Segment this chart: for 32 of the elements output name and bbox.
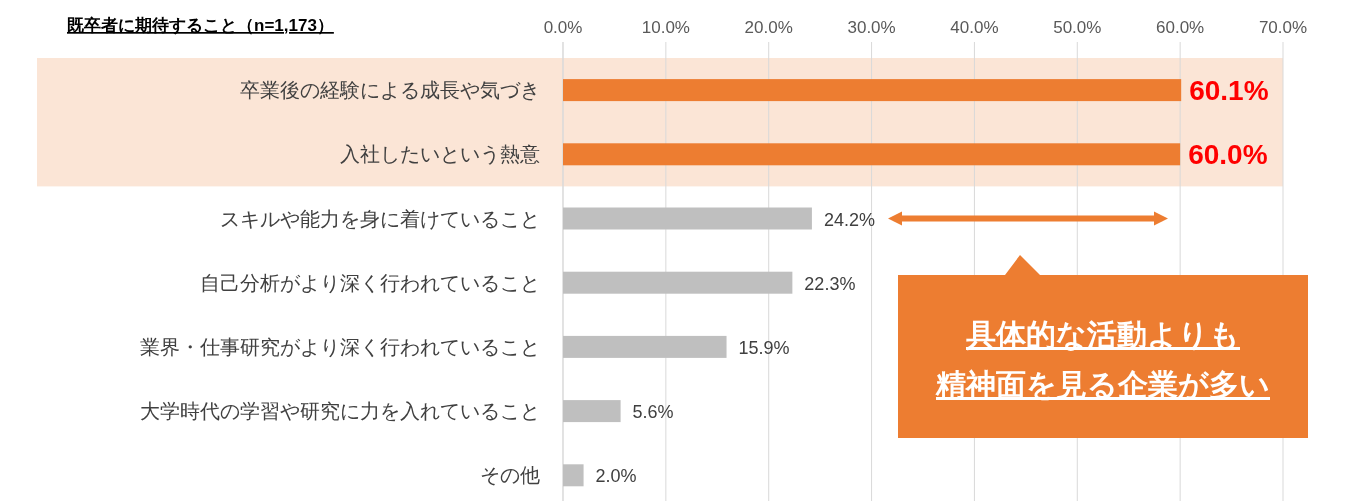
y-tick-label: その他: [480, 464, 540, 487]
data-label: 5.6%: [632, 402, 674, 423]
y-tick-label: 業界・仕事研究がより深く行われていること: [140, 335, 540, 358]
bar: [563, 335, 727, 358]
x-tick-label: 60.0%: [1156, 18, 1205, 37]
data-label: 2.0%: [595, 466, 637, 487]
x-tick-label: 70.0%: [1258, 18, 1308, 37]
bar: [563, 79, 1182, 102]
data-label: 24.2%: [823, 209, 875, 230]
data-label: 60.0%: [1188, 139, 1268, 171]
y-tick-label: 入社したいという熱意: [340, 143, 540, 166]
x-tick-label: 40.0%: [950, 18, 999, 37]
text: 既卒者に期待すること（n=1,173）: [67, 16, 334, 35]
bar: [563, 400, 621, 423]
annotation: 精神面を見る企業が多い: [935, 368, 1270, 401]
bar: [563, 207, 812, 230]
y-tick-label: 自己分析がより深く行われていること: [200, 271, 540, 294]
bar: [563, 464, 584, 487]
bar: [563, 143, 1181, 166]
x-tick-label: 0.0%: [543, 18, 583, 37]
y-tick-label: 大学時代の学習や研究に力を入れていること: [140, 400, 540, 423]
x-tick-label: 10.0%: [641, 18, 690, 37]
x-tick-label: 20.0%: [744, 18, 793, 37]
x-tick-label: 30.0%: [847, 18, 896, 37]
y-tick-label: スキルや能力を身に着けていること: [220, 207, 540, 230]
annotation: 具体的な活動よりも: [965, 318, 1240, 351]
data-label: 15.9%: [738, 337, 790, 358]
data-label: 60.1%: [1189, 75, 1269, 107]
bar: [563, 271, 793, 294]
data-label: 22.3%: [804, 273, 856, 294]
x-tick-label: 50.0%: [1053, 18, 1102, 37]
y-tick-label: 卒業後の経験による成長や気づき: [240, 79, 540, 102]
